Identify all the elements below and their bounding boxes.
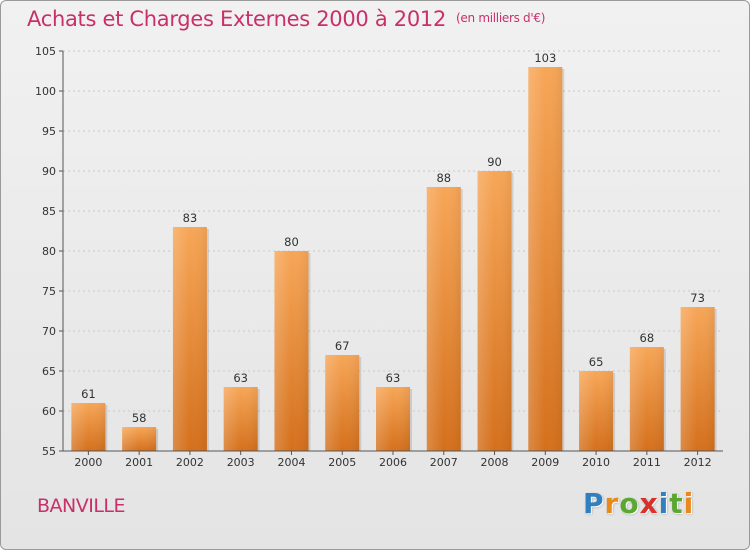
x-tick-label: 2004 xyxy=(277,456,305,469)
y-tick-label: 70 xyxy=(42,325,56,338)
x-tick-label: 2009 xyxy=(531,456,559,469)
bar-value-label: 67 xyxy=(335,339,350,353)
x-tick-label: 2001 xyxy=(125,456,153,469)
logo-letter: t xyxy=(669,487,684,520)
bar-shine xyxy=(122,427,157,451)
y-tick-label: 90 xyxy=(42,165,56,178)
bar-value-label: 103 xyxy=(534,51,556,65)
bar-value-label: 68 xyxy=(640,331,655,345)
bar-shine xyxy=(325,355,360,451)
bar-value-label: 80 xyxy=(284,235,299,249)
y-tick-label: 80 xyxy=(42,245,56,258)
axes: 55 60 65 70 75 80 85 90 95 100 105 2000 2001 2002 2003… xyxy=(35,45,723,469)
y-tick-label: 55 xyxy=(42,445,56,458)
x-tick-label: 2007 xyxy=(430,456,458,469)
bar-value-label: 58 xyxy=(132,411,147,425)
chart-title: Achats et Charges Externes 2000 à 2012 (e… xyxy=(27,7,545,31)
bar-shine xyxy=(376,387,410,451)
bar-value-label: 73 xyxy=(690,291,705,305)
x-tick-label: 2003 xyxy=(227,456,255,469)
logo-letter: i xyxy=(683,487,695,520)
chart-title-text: Achats et Charges Externes 2000 à 2012 xyxy=(27,7,447,31)
bar-value-label: 88 xyxy=(436,171,451,185)
x-tick-label: 2012 xyxy=(684,456,712,469)
bar-value-label: 63 xyxy=(233,371,248,385)
bar-shine xyxy=(274,251,309,451)
x-tick-label: 2008 xyxy=(481,456,509,469)
bar-shine xyxy=(172,227,207,451)
y-tick-label: 75 xyxy=(42,285,56,298)
x-tick-label: 2000 xyxy=(74,456,102,469)
bar-shine xyxy=(579,371,614,451)
x-tick-label: 2006 xyxy=(379,456,407,469)
bar-shine xyxy=(680,307,715,451)
chart-unit-label: (en milliers d'€) xyxy=(456,11,546,25)
bars: 61 58 83 63 80 67 63 88 90 103 65 68 73 xyxy=(71,51,717,451)
logo-letter: x xyxy=(639,487,659,520)
logo-letter: P xyxy=(583,487,605,520)
y-tick-label: 60 xyxy=(42,405,56,418)
y-tick-label: 85 xyxy=(42,205,56,218)
logo-letter: o xyxy=(619,487,640,520)
y-tick-label: 105 xyxy=(35,45,56,58)
x-tick-label: 2010 xyxy=(582,456,610,469)
bar-value-label: 61 xyxy=(81,387,96,401)
bar-shine xyxy=(71,403,106,451)
commune-name: BANVILLE xyxy=(37,495,126,517)
bar-shine xyxy=(528,67,563,451)
x-tick-label: 2002 xyxy=(176,456,204,469)
x-tick-label: 2005 xyxy=(328,456,356,469)
proxiti-logo: Proxiti xyxy=(583,487,694,520)
bar-shine xyxy=(426,187,461,451)
bar-shine xyxy=(477,171,512,451)
y-tick-label: 95 xyxy=(42,125,56,138)
bar-value-label: 63 xyxy=(386,371,401,385)
bar-value-label: 83 xyxy=(183,211,198,225)
logo-letter: r xyxy=(604,487,620,520)
y-tick-label: 100 xyxy=(35,85,56,98)
bar-shine xyxy=(629,347,664,451)
y-tick-label: 65 xyxy=(42,365,56,378)
bar-shine xyxy=(223,387,258,451)
x-tick-label: 2011 xyxy=(633,456,661,469)
bar-value-label: 90 xyxy=(487,155,502,169)
logo-letter: i xyxy=(658,487,670,520)
bar-value-label: 65 xyxy=(589,355,604,369)
